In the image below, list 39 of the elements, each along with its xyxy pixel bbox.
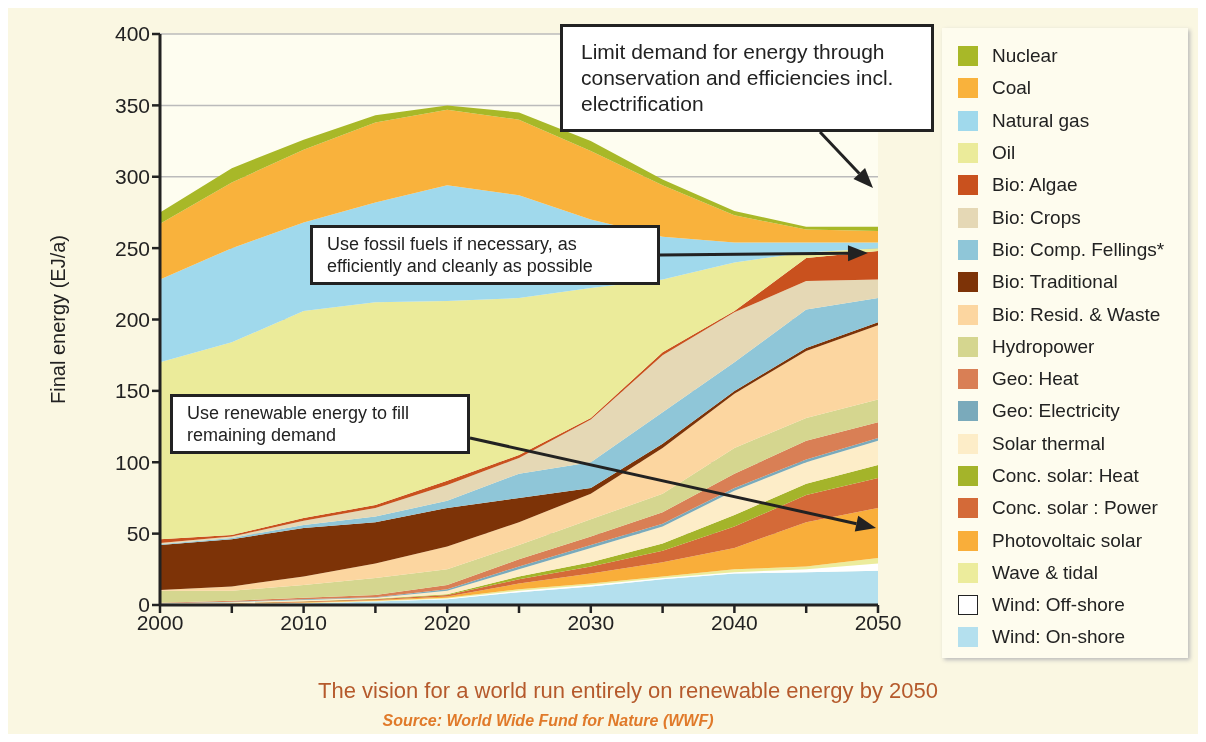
- x-tick-label: 2040: [711, 610, 758, 634]
- note-box: Use fossil fuels if necessary, as efficiently and cleanly as possible: [310, 225, 660, 285]
- x-tick-label: 2050: [854, 610, 902, 634]
- legend-label: Geo: Heat: [992, 368, 1079, 391]
- legend-label: Oil: [992, 142, 1016, 165]
- legend-label: Bio: Algae: [992, 174, 1078, 197]
- legend-label: Wave & tidal: [992, 561, 1098, 584]
- y-tick-label: 400: [114, 22, 150, 46]
- note-box: Use renewable energy to fill remaining demand: [170, 394, 470, 454]
- note-box: Limit demand for energy through conservation and efficiencies incl. electrification: [560, 24, 934, 132]
- x-tick-label: 2010: [280, 610, 327, 634]
- legend-label: Wind: On-shore: [992, 626, 1126, 649]
- y-axis-title: Final energy (EJ/a): [47, 235, 70, 404]
- y-tick-label: 150: [114, 379, 150, 403]
- y-tick-label: 50: [126, 522, 150, 546]
- legend-label: Bio: Resid. & Waste: [992, 303, 1161, 326]
- y-tick-label: 100: [114, 450, 150, 474]
- legend-label: Bio: Traditional: [992, 271, 1118, 294]
- y-tick-label: 300: [114, 165, 150, 189]
- legend-label: Bio: Comp. Fellings*: [992, 238, 1165, 261]
- legend-label: Photovoltaic solar: [992, 529, 1142, 552]
- legend-label: Geo: Electricity: [992, 400, 1120, 423]
- x-tick-label: 2020: [423, 610, 471, 634]
- source-note: Source: World Wide Fund for Nature (WWF): [381, 712, 715, 730]
- x-tick-label: 2030: [567, 610, 615, 634]
- legend-label: Solar thermal: [992, 432, 1105, 455]
- y-tick-label: 0: [138, 593, 150, 617]
- y-tick-label: 200: [114, 307, 150, 331]
- legend-label: Hydropower: [992, 335, 1095, 358]
- legend-label: Natural gas: [992, 109, 1090, 132]
- legend-label: Conc. solar: Heat: [992, 465, 1139, 487]
- text: The vision for a world run entirely on renewable energy by 2050: [317, 678, 939, 704]
- legend-label: Wind: Off-shore: [992, 594, 1125, 617]
- legend-label: Nuclear: [992, 45, 1058, 68]
- legend-label: Conc. solar : Power: [992, 497, 1158, 520]
- legend-label: Coal: [992, 77, 1032, 100]
- y-tick-label: 350: [114, 93, 150, 117]
- legend-label: Bio: Crops: [992, 206, 1081, 229]
- y-tick-label: 250: [114, 236, 150, 260]
